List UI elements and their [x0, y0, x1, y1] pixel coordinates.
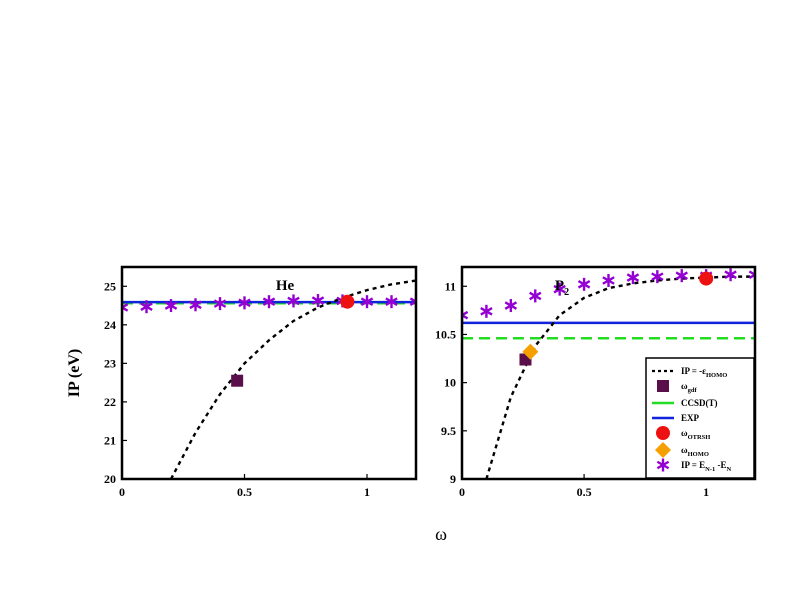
legend-label: ωHOMO: [681, 445, 709, 458]
legend-label: IP = EN-1 -EN: [681, 460, 732, 473]
w_otrsh-point: [699, 271, 714, 286]
legend-item-ccsdt: CCSD(T): [652, 398, 718, 408]
legend-swatch: [657, 380, 669, 392]
ip-diff-point: [553, 282, 566, 296]
ip-diff-point: [189, 298, 202, 312]
ip-diff-point: [238, 296, 251, 310]
ip-diff-point: [213, 297, 227, 311]
axes-frame: [120, 265, 418, 481]
ip-diff-point: [675, 269, 688, 283]
x-tick-label: 0.5: [577, 485, 592, 499]
legend-label: ωgdf: [681, 381, 697, 394]
y-tick-label: 9: [450, 472, 456, 486]
plot-area: [122, 279, 416, 479]
legend-item-ip_homo: IP = -εHOMO: [652, 366, 727, 379]
ip-diff-point: [360, 295, 374, 309]
legend-swatch: [656, 458, 670, 472]
panel-title: He: [276, 278, 295, 294]
legend-swatch: [656, 426, 670, 440]
panel-title: P2: [555, 278, 569, 298]
y-tick-label: 21: [104, 433, 116, 447]
ip-diff-point: [577, 277, 591, 291]
legend-item-w_homo: ωHOMO: [655, 442, 709, 458]
ip-diff-point: [409, 295, 416, 309]
legend-label: IP = -εHOMO: [681, 366, 727, 379]
legend-label: ωOTRSH: [681, 428, 710, 441]
y-tick-label: 23: [104, 356, 116, 370]
y-tick-label: 20: [104, 472, 116, 486]
w_otrsh-point: [340, 294, 355, 309]
panel-p2: 9 9.5 10 10.5 11 0 0.5 1 P2: [435, 265, 757, 499]
legend-swatch: [655, 442, 671, 458]
plot-area: [462, 268, 755, 479]
y-tick-label: 11: [445, 279, 456, 293]
ip-diff-point: [462, 308, 469, 322]
legend: IP = -εHOMO ωgdf CCSD(T) EXP ωOTRSH ωHOMO IP =…: [645, 357, 755, 479]
x-tick-label: 0: [119, 485, 125, 499]
legend-label: EXP: [681, 413, 700, 423]
legend-label: CCSD(T): [681, 398, 718, 408]
x-tick-label: 1: [703, 485, 709, 499]
x-tick-label: 0: [459, 485, 465, 499]
ip-diff-point: [602, 273, 615, 287]
panel-he: 20 21 22 23 24 25 0 0.5 1 He: [104, 265, 418, 499]
ip-diff-point: [626, 271, 640, 285]
ip-diff-point: [311, 294, 325, 308]
legend-item-ip_diff: IP = EN-1 -EN: [656, 458, 732, 473]
ip-diff-point: [724, 268, 737, 282]
ip-diff-point: [480, 304, 493, 318]
y-tick-label: 10.5: [435, 327, 456, 341]
legend-item-exp: EXP: [652, 413, 700, 423]
w_homo-point: [522, 343, 539, 360]
ip-diff-point: [164, 299, 178, 313]
y-tick-label: 24: [104, 318, 116, 332]
y-tick-label: 10: [444, 376, 456, 390]
y-tick-label: 9.5: [441, 424, 456, 438]
x-axis-label: ω: [435, 524, 447, 544]
ip-diff-point: [529, 289, 542, 303]
ip-diff-point: [140, 300, 153, 314]
y-axis-label: IP (eV): [66, 349, 83, 397]
ip-diff-point: [287, 294, 300, 308]
x-tick-label: 0.5: [237, 485, 252, 499]
ip-diff-point: [748, 268, 755, 282]
ip-homo-curve: [169, 279, 416, 479]
legend-item-w_gdf: ωgdf: [657, 380, 697, 394]
ip-diff-point: [122, 300, 129, 314]
ip-homo-curve: [485, 275, 755, 479]
y-tick-label: 22: [104, 395, 116, 409]
ip-diff-point: [504, 299, 518, 313]
x-tick-label: 1: [364, 485, 370, 499]
w_gdf-point: [231, 374, 244, 387]
axes-frame: [460, 265, 757, 481]
ip-diff-point: [385, 295, 398, 309]
ip-diff-point: [262, 295, 276, 309]
ip-diff-point: [651, 270, 664, 284]
legend-item-w_otrsh: ωOTRSH: [656, 426, 710, 441]
y-tick-label: 25: [104, 279, 116, 293]
